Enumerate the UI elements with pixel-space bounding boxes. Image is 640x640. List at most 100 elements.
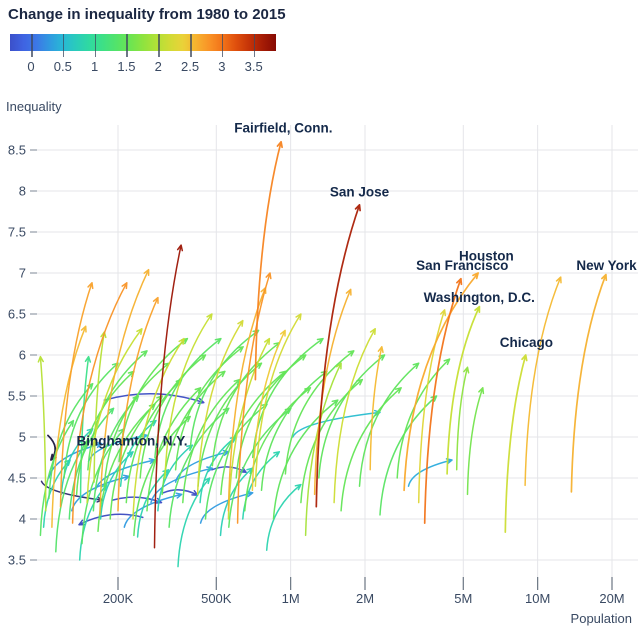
colorbar-tick-label: 3 xyxy=(218,59,226,74)
x-tick-label: 20M xyxy=(599,591,624,606)
metro-arrow-houston xyxy=(403,272,479,492)
y-tick-label: 5.5 xyxy=(8,389,26,404)
metro-arrow xyxy=(358,362,420,487)
x-tick-label: 500K xyxy=(201,591,232,606)
metro-arrow xyxy=(37,355,47,512)
metro-arrow xyxy=(39,419,75,537)
colorbar-tick-label: 0.5 xyxy=(53,59,72,74)
metro-arrow xyxy=(59,282,94,508)
colorbar-tick xyxy=(158,34,160,57)
metro-arrow xyxy=(79,355,92,504)
metro-arrow xyxy=(60,428,94,496)
metro-arrow xyxy=(174,346,244,471)
city-label: Fairfield, Conn. xyxy=(234,120,332,135)
city-label: New York xyxy=(576,258,637,273)
metro-arrow xyxy=(177,477,211,568)
metro-arrow xyxy=(455,366,470,471)
city-label: San Francisco xyxy=(416,258,508,273)
y-tick-label: 6.5 xyxy=(8,307,26,322)
city-label: Binghamton, N.Y. xyxy=(77,434,188,449)
metro-arrow xyxy=(272,399,339,520)
colorbar-tick xyxy=(221,34,224,57)
colorbar-tick-label: 0 xyxy=(27,59,35,74)
metro-arrow xyxy=(466,387,485,496)
metro-arrow xyxy=(407,458,453,487)
metro-arrow xyxy=(164,313,213,479)
metro-arrow xyxy=(524,276,562,487)
metro-arrow xyxy=(304,362,342,537)
metro-arrow xyxy=(313,288,352,496)
metro-arrow xyxy=(78,483,108,561)
metro-arrow xyxy=(227,287,267,512)
colorbar-tick xyxy=(62,34,65,57)
metro-arrow xyxy=(161,370,226,496)
colorbar-tick-label: 1 xyxy=(91,59,99,74)
colorbar-gradient xyxy=(10,34,276,51)
metro-arrow xyxy=(132,337,185,520)
metro-arrow xyxy=(251,329,286,492)
metro-arrow xyxy=(292,409,381,438)
y-tick-label: 4 xyxy=(19,512,26,527)
colorbar-tick xyxy=(31,34,33,57)
metro-arrow xyxy=(265,483,302,551)
y-tick-label: 3.5 xyxy=(8,553,26,568)
y-tick-label: 7.5 xyxy=(8,225,26,240)
colorbar-tick-label: 2 xyxy=(154,59,162,74)
colorbar-tick xyxy=(126,34,128,57)
metro-arrow xyxy=(153,244,184,549)
city-label: Houston xyxy=(459,248,514,263)
metro-arrow xyxy=(244,387,312,512)
colorbar-tick xyxy=(94,34,97,57)
metro-arrow xyxy=(51,325,87,528)
metro-arrow xyxy=(86,328,143,504)
colorbar-tick-label: 1.5 xyxy=(117,59,136,74)
colorbar-tick xyxy=(190,34,192,57)
metro-arrow xyxy=(99,268,150,516)
metro-arrow xyxy=(369,346,384,471)
x-tick-label: 200K xyxy=(103,591,134,606)
colorbar-tick xyxy=(253,34,256,57)
x-tick-label: 2M xyxy=(356,591,374,606)
x-tick-label: 1M xyxy=(282,591,300,606)
x-axis-title: Population xyxy=(570,611,632,626)
metro-arrow-san-jose xyxy=(315,204,361,508)
city-label: Chicago xyxy=(500,335,553,350)
metro-arrow-chicago xyxy=(504,354,528,533)
y-tick-label: 8 xyxy=(19,184,26,199)
colorbar-tick-label: 2.5 xyxy=(181,59,200,74)
x-tick-label: 10M xyxy=(525,591,550,606)
y-tick-label: 4.5 xyxy=(8,471,26,486)
colorbar-legend: 0 0.5 1 1.5 2 2.5 3 3.5 xyxy=(10,34,276,76)
metro-arrow xyxy=(196,319,244,496)
x-tick-label: 5M xyxy=(454,591,472,606)
y-tick-label: 8.5 xyxy=(8,143,26,158)
metro-arrow xyxy=(235,354,307,479)
metro-arrow xyxy=(236,272,272,524)
metro-arrow xyxy=(340,387,402,512)
metro-arrow xyxy=(318,354,386,479)
chart-title: Change in inequality from 1980 to 2015 xyxy=(8,6,286,23)
y-axis-title: Inequality xyxy=(6,99,62,114)
metro-arrow xyxy=(251,337,324,459)
metro-arrow-san-francisco xyxy=(423,277,463,524)
metro-arrow xyxy=(333,328,376,504)
y-tick-label: 7 xyxy=(19,266,26,281)
metro-arrow xyxy=(150,466,214,504)
metro-arrow xyxy=(154,337,222,459)
metro-arrow xyxy=(211,466,247,474)
y-tick-label: 5 xyxy=(19,430,26,445)
metro-arrow xyxy=(284,350,355,475)
metro-arrow xyxy=(396,358,451,479)
metro-arrow xyxy=(119,419,157,487)
y-tick-label: 6 xyxy=(19,348,26,363)
metro-arrow xyxy=(117,296,159,512)
colorbar-tick-label: 3.5 xyxy=(244,59,263,74)
metro-arrow-fairfield-conn xyxy=(254,140,283,381)
metro-arrow xyxy=(417,309,447,504)
metro-arrow xyxy=(71,282,128,524)
metro-arrow xyxy=(146,387,202,512)
metro-arrow-washington-d-c xyxy=(446,305,481,475)
city-label: San Jose xyxy=(330,184,390,199)
